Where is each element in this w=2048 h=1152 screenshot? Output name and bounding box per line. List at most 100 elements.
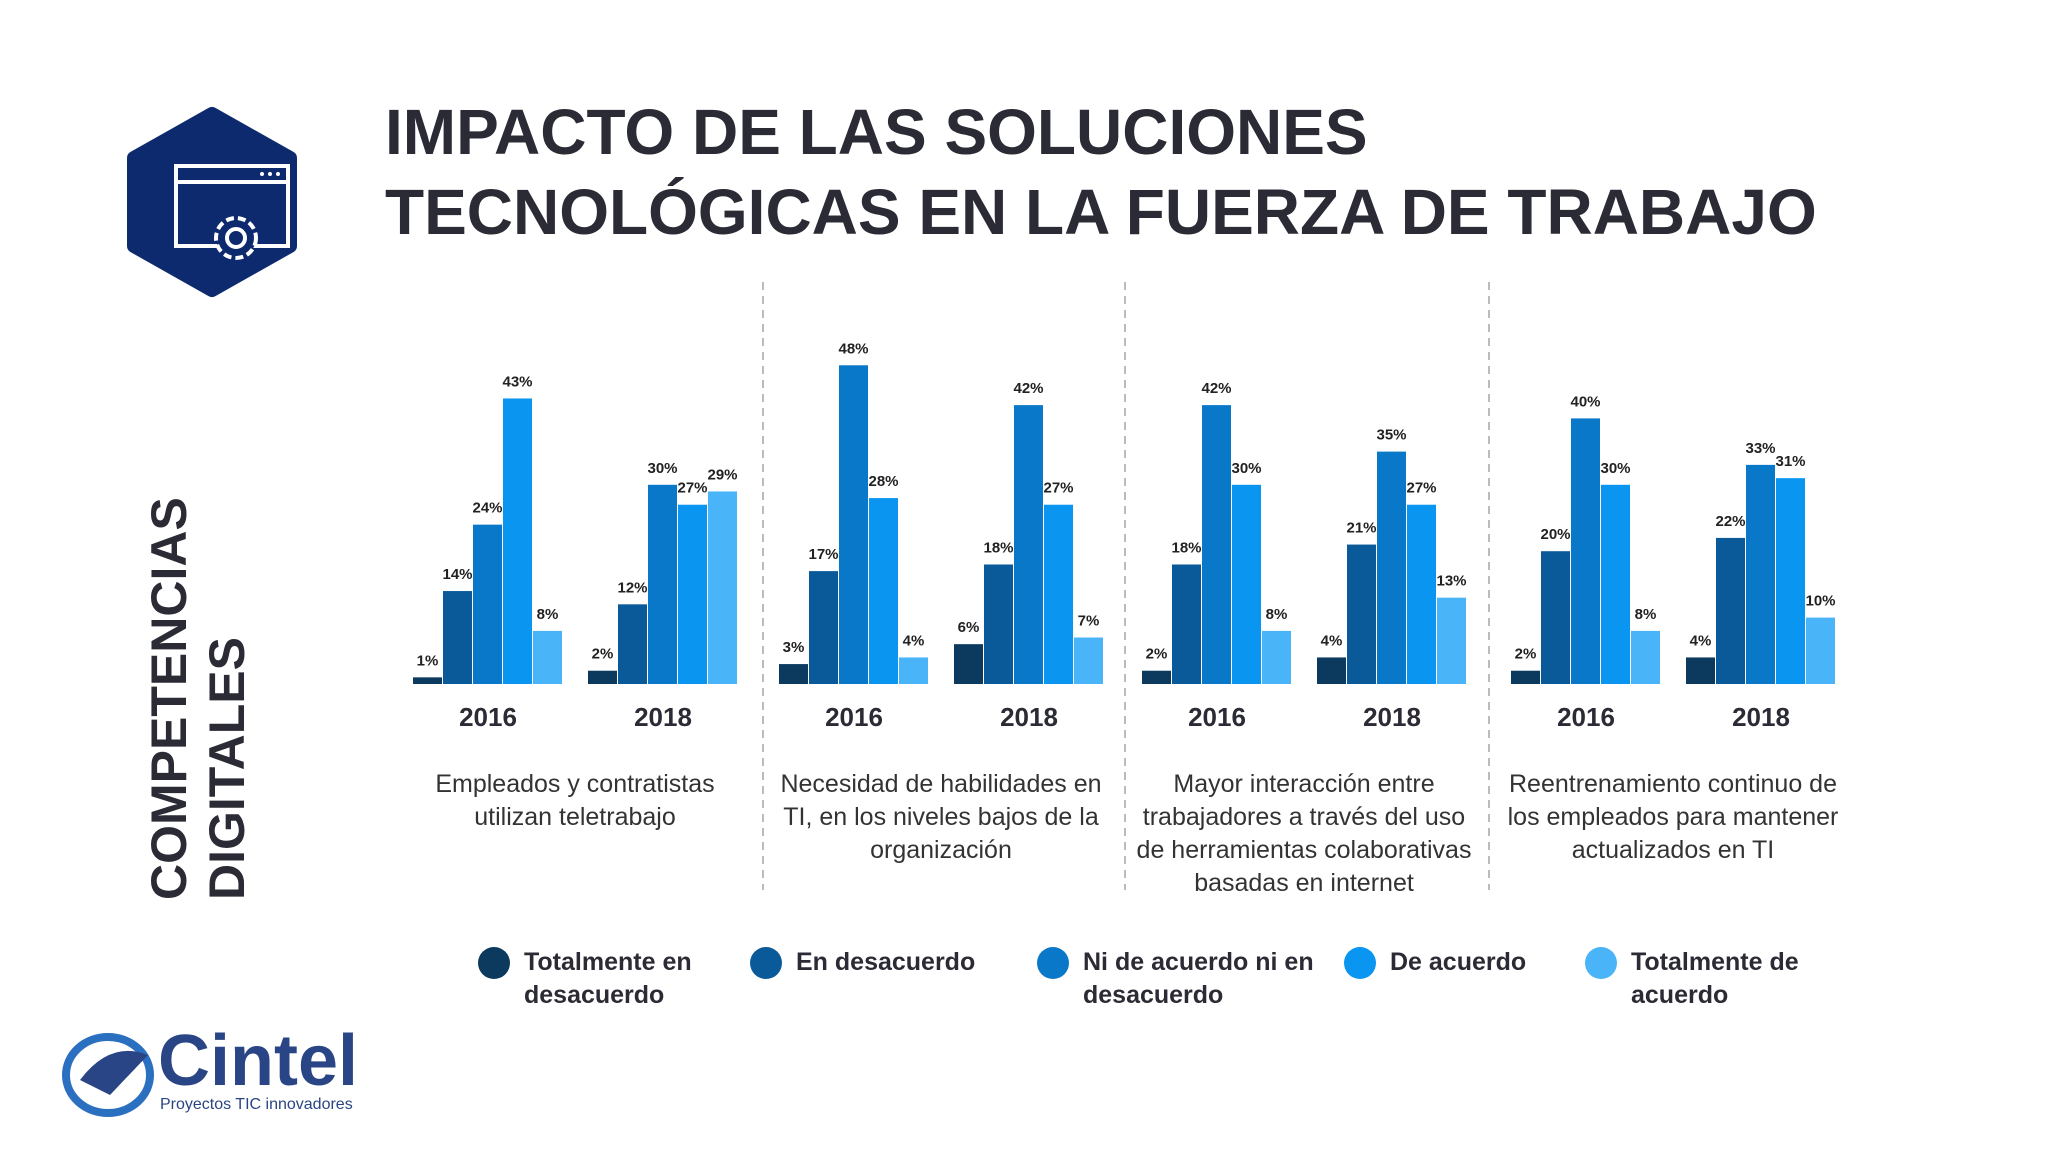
bar: [1044, 504, 1073, 684]
legend-marker: [1585, 947, 1617, 979]
data-label: 8%: [1266, 606, 1288, 623]
data-label: 18%: [983, 539, 1013, 556]
data-label: 42%: [1013, 380, 1043, 397]
legend-label: Totalmente en desacuerdo: [524, 948, 692, 1009]
data-label: 10%: [1805, 593, 1835, 610]
data-label: 35%: [1376, 427, 1406, 444]
data-label: 28%: [868, 473, 898, 490]
bar: [413, 677, 442, 684]
data-label: 29%: [707, 466, 737, 483]
x-tick-label: 2018: [1363, 702, 1421, 732]
title-line: IMPACTO DE LAS SOLUCIONES: [385, 96, 1368, 168]
data-label: 2%: [1515, 646, 1537, 663]
legend-marker: [478, 947, 510, 979]
data-label: 6%: [958, 619, 980, 636]
bar: [1631, 630, 1660, 684]
data-label: 27%: [1406, 480, 1436, 497]
bar: [1686, 657, 1715, 684]
data-label: 2%: [592, 646, 614, 663]
bar: [1317, 657, 1346, 684]
icon-hexagon: [127, 107, 297, 297]
data-label: 40%: [1570, 393, 1600, 410]
data-label: 31%: [1775, 453, 1805, 470]
data-label: 4%: [1690, 632, 1712, 649]
data-label: 4%: [1321, 632, 1343, 649]
legend-marker: [1344, 947, 1376, 979]
bar: [1232, 484, 1261, 684]
x-tick-label: 2016: [1188, 702, 1246, 732]
bar: [588, 670, 617, 684]
side-label: COMPETENCIAS DIGITALES: [141, 497, 255, 900]
x-tick-label: 2016: [459, 702, 517, 732]
bar: [533, 630, 562, 684]
logo-mark: [62, 1033, 154, 1117]
bar: [1142, 670, 1171, 684]
data-label: 42%: [1201, 380, 1231, 397]
bar: [648, 484, 677, 684]
data-label: 18%: [1171, 539, 1201, 556]
data-label: 8%: [1635, 606, 1657, 623]
bar: [1202, 405, 1231, 684]
bar: [809, 571, 838, 684]
bar: [618, 604, 647, 684]
bar: [869, 498, 898, 684]
data-label: 27%: [677, 480, 707, 497]
data-label: 30%: [1600, 460, 1630, 477]
panel-caption: Mayor interacción entre trabajadores a t…: [1136, 770, 1472, 897]
bar: [984, 564, 1013, 684]
bar: [1347, 544, 1376, 684]
data-label: 13%: [1436, 573, 1466, 590]
x-tick-label: 2018: [634, 702, 692, 732]
legend-label: Ni de acuerdo ni en desacuerdo: [1083, 948, 1314, 1009]
data-label: 30%: [647, 460, 677, 477]
bar: [1806, 617, 1835, 684]
panel-caption: Necesidad de habilidades en TI, en los n…: [780, 770, 1102, 864]
bar: [1571, 418, 1600, 684]
bar: [1746, 464, 1775, 684]
x-tick-label: 2016: [1557, 702, 1615, 732]
bar: [1776, 478, 1805, 684]
bar: [1716, 537, 1745, 684]
logo-tagline: Proyectos TIC innovadores: [160, 1096, 353, 1113]
bar: [443, 591, 472, 684]
bar: [1437, 597, 1466, 684]
panel-caption: Reentrenamiento continuo de los empleado…: [1507, 770, 1839, 864]
bar: [839, 365, 868, 684]
bar: [1014, 405, 1043, 684]
legend-label: De acuerdo: [1390, 948, 1527, 976]
bar: [1074, 637, 1103, 684]
bar: [1377, 451, 1406, 684]
bar: [954, 644, 983, 684]
data-label: 27%: [1043, 480, 1073, 497]
x-tick-label: 2016: [825, 702, 883, 732]
data-label: 7%: [1078, 613, 1100, 630]
data-label: 8%: [537, 606, 559, 623]
legend-marker: [1037, 947, 1069, 979]
data-label: 22%: [1715, 513, 1745, 530]
bar: [1601, 484, 1630, 684]
bar: [473, 524, 502, 684]
legend-label: En desacuerdo: [796, 948, 976, 976]
data-label: 48%: [838, 340, 868, 357]
legend-label: Totalmente de acuerdo: [1631, 948, 1799, 1009]
bar: [678, 504, 707, 684]
logo-name: Cintel: [158, 1021, 359, 1101]
bar: [779, 664, 808, 684]
legend-marker: [750, 947, 782, 979]
x-tick-label: 2018: [1732, 702, 1790, 732]
data-label: 21%: [1346, 520, 1376, 537]
data-label: 12%: [617, 579, 647, 596]
panel-caption: Empleados y contratistas utilizan teletr…: [435, 770, 715, 831]
bar: [1262, 630, 1291, 684]
data-label: 14%: [442, 566, 472, 583]
bar: [899, 657, 928, 684]
x-tick-label: 2018: [1000, 702, 1058, 732]
bar: [503, 398, 532, 684]
bar: [1172, 564, 1201, 684]
bar: [1511, 670, 1540, 684]
data-label: 2%: [1146, 646, 1168, 663]
data-label: 1%: [417, 652, 439, 669]
data-label: 20%: [1540, 526, 1570, 543]
